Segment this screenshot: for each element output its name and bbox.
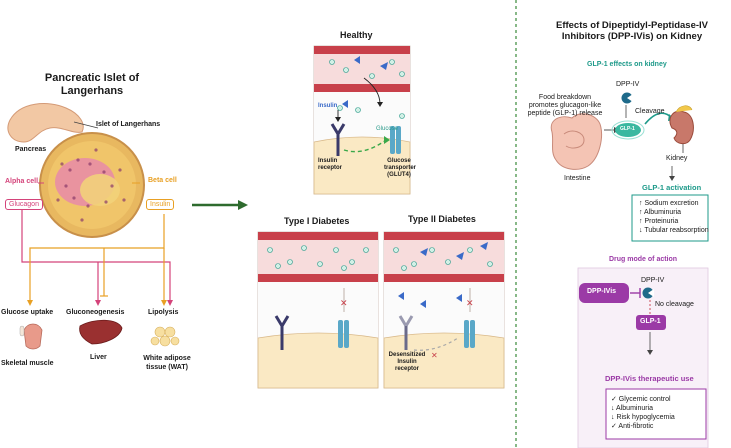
glut4-line2: transporter bbox=[384, 165, 417, 171]
lipolysis-label: Lipolysis bbox=[148, 309, 179, 316]
glp1-box-graphic bbox=[636, 315, 666, 330]
no-cleavage-label: No cleavage bbox=[655, 301, 694, 308]
hormone-pathway-lines bbox=[21, 210, 171, 300]
kidney-icon bbox=[669, 105, 694, 145]
type2-panel-graphic: ✕ ✕ bbox=[383, 231, 505, 389]
svg-text:✕: ✕ bbox=[431, 351, 438, 360]
therapeutic-item: ✓ Anti-fibrotic bbox=[611, 423, 654, 430]
insulin-receptor-line1: Insulin bbox=[318, 158, 338, 164]
activation-box-graphic bbox=[631, 194, 709, 242]
kidney-label: Kidney bbox=[666, 155, 688, 162]
wat-label-line2: tissue (WAT) bbox=[146, 364, 188, 371]
type2-title: Type II Diabetes bbox=[408, 214, 476, 224]
insulin-receptor-line2: receptor bbox=[318, 165, 343, 171]
food-line1: Food breakdown bbox=[538, 94, 592, 101]
skeletal-muscle-label: Skeletal muscle bbox=[1, 360, 54, 367]
right-title-line1: Effects of Dipeptidyl-Peptidase-IV bbox=[555, 20, 709, 31]
left-title: Pancreatic Islet of Langerhans bbox=[30, 72, 154, 98]
therapeutic-item: ✓ Glycemic control bbox=[611, 396, 671, 403]
glp1-badge-icon bbox=[611, 120, 645, 140]
glp1-activation-title: GLP-1 activation bbox=[642, 183, 702, 192]
gluconeogenesis-label: Gluconeogenesis bbox=[66, 309, 125, 316]
glucose-label: Glucose bbox=[376, 126, 399, 132]
right-title-line2: Inhibitors (DPP-IVis) on Kidney bbox=[561, 31, 703, 42]
liver-icon bbox=[79, 319, 123, 345]
food-line3: peptide (GLP-1) release bbox=[527, 110, 603, 117]
wat-label: White adipose tissue (WAT) bbox=[142, 354, 192, 372]
glp1-badge-label: GLP-1 bbox=[620, 126, 635, 132]
glp1-effects-label: GLP-1 effects on kidney bbox=[587, 61, 667, 68]
activation-list: ↑ Sodium excretion ↑ Albuminuria ↑ Prote… bbox=[639, 199, 709, 235]
adipose-tissue-icon bbox=[150, 326, 180, 347]
svg-text:✕: ✕ bbox=[466, 298, 474, 308]
left-title-line2: Langerhans bbox=[60, 85, 124, 97]
activation-item: ↑ Albuminuria bbox=[639, 209, 682, 216]
dppivis-pill-graphic bbox=[579, 283, 629, 303]
wat-label-line1: White adipose bbox=[143, 355, 191, 362]
glut4-label: Glucose transporter (GLUT4) bbox=[384, 158, 417, 179]
pancreas-icon bbox=[7, 103, 84, 143]
dpp-iv-icon bbox=[621, 92, 633, 104]
therapeutic-list: ✓ Glycemic control ↓ Albuminuria ↓ Risk … bbox=[611, 395, 675, 431]
healthy-panel-graphic bbox=[313, 45, 411, 195]
beta-cell-label: Beta cell bbox=[148, 177, 177, 184]
therapeutic-box-graphic bbox=[605, 388, 707, 440]
desensitized-line2: Insulin bbox=[397, 359, 417, 365]
therapeutic-title: DPP-IVis therapeutic use bbox=[605, 374, 694, 383]
alpha-cell-label: Alpha cell bbox=[5, 178, 39, 185]
glp1-box-label: GLP-1 bbox=[640, 318, 661, 325]
glut4-line1: Glucose bbox=[387, 158, 411, 164]
glucose-uptake-label: Glucose uptake bbox=[1, 309, 54, 316]
dppiv-inhibited-label: DPP-IV bbox=[641, 277, 665, 284]
islet-of-langerhans-icon bbox=[39, 132, 145, 238]
left-title-line1: Pancreatic Islet of bbox=[44, 72, 140, 84]
activation-item: ↑ Proteinuria bbox=[639, 218, 679, 225]
liver-label: Liver bbox=[90, 354, 107, 361]
glut4-transporter-icon bbox=[390, 126, 401, 154]
activation-item: ↑ Sodium excretion bbox=[639, 200, 699, 207]
desensitized-receptor-icon bbox=[398, 315, 414, 350]
glucagon-box: Glucagon bbox=[5, 199, 43, 210]
right-title: Effects of Dipeptidyl-Peptidase-IV Inhib… bbox=[548, 20, 716, 42]
type1-title: Type I Diabetes bbox=[284, 216, 350, 226]
food-breakdown-label: Food breakdown promotes glucagon-like pe… bbox=[526, 94, 604, 118]
insulin-receptor-label: Insulin receptor bbox=[318, 158, 342, 172]
dppivis-pill-label: DPP-IVis bbox=[587, 288, 617, 295]
pancreas-label: Pancreas bbox=[15, 146, 47, 153]
activation-item: ↓ Tubular reabsorption bbox=[639, 227, 709, 234]
transition-arrow-icon bbox=[192, 200, 248, 210]
skeletal-muscle-icon bbox=[19, 323, 43, 350]
intestine-icon bbox=[550, 113, 602, 170]
desensitized-line3: receptor bbox=[394, 366, 419, 372]
cleavage-label: Cleavage bbox=[635, 108, 665, 115]
type1-glut4-icon bbox=[338, 320, 349, 348]
svg-text:✕: ✕ bbox=[340, 298, 348, 308]
type1-panel-graphic: ✕ bbox=[257, 231, 379, 389]
glut4-line3: (GLUT4) bbox=[387, 172, 411, 178]
healthy-title: Healthy bbox=[340, 30, 373, 40]
insulin-receptor-icon bbox=[330, 123, 346, 156]
intestine-label: Intestine bbox=[564, 175, 591, 182]
desensitized-line1: Desensitized bbox=[388, 352, 426, 358]
drug-mode-title: Drug mode of action bbox=[609, 256, 678, 263]
desensitized-receptor-label: Desensitized Insulin receptor bbox=[386, 352, 428, 373]
type2-glut4-icon bbox=[464, 320, 475, 348]
insulin-box: Insulin bbox=[146, 199, 175, 210]
food-line2: promotes glucagon-like bbox=[528, 102, 602, 109]
type1-receptor-icon bbox=[274, 315, 290, 350]
dpp-iv-inhibited-icon bbox=[642, 287, 654, 299]
insulin-molecule-label: Insulin bbox=[318, 103, 338, 109]
islet-label: Islet of Langerhans bbox=[96, 121, 161, 128]
therapeutic-item: ↓ Risk hypoglycemia bbox=[611, 414, 675, 421]
therapeutic-item: ↓ Albuminuria bbox=[611, 405, 654, 412]
dppiv-label: DPP-IV bbox=[616, 81, 640, 88]
